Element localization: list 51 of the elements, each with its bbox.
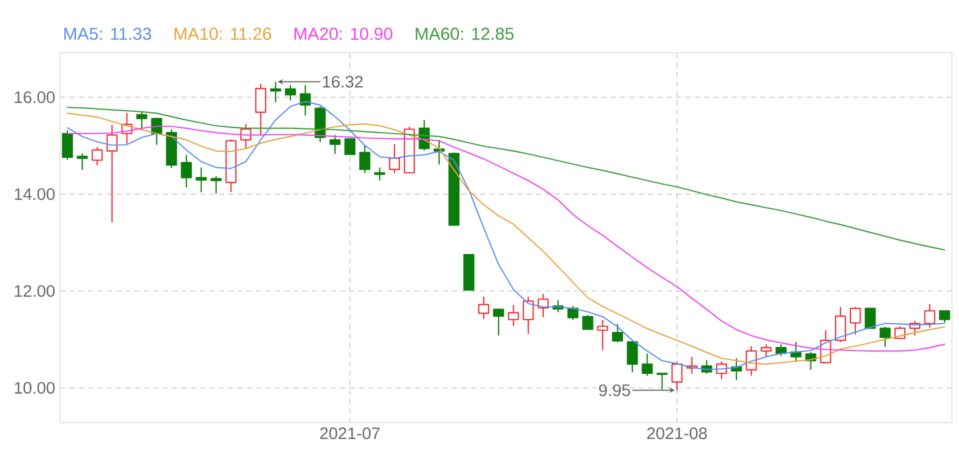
candlestick <box>582 314 594 330</box>
text: MA10: 11.26 <box>174 28 272 40</box>
candlestick <box>136 111 148 131</box>
candlestick <box>850 306 861 335</box>
text: MA60: 12.85 <box>416 28 514 40</box>
y-tick-label: 10.00 <box>14 382 55 394</box>
candlestick <box>344 138 356 155</box>
x-tick-label: 2021-08 <box>647 427 707 440</box>
candlestick <box>225 138 236 192</box>
candlestick <box>210 176 222 194</box>
candlestick <box>656 372 668 390</box>
candlestick <box>508 304 519 326</box>
candlestick <box>463 254 474 291</box>
candlestick <box>270 81 282 102</box>
candlestick <box>92 146 103 166</box>
y-tick-label: 16.00 <box>14 91 55 104</box>
y-tick-label: 14.00 <box>14 188 55 200</box>
candlestick <box>359 144 370 174</box>
candlestick <box>374 166 386 181</box>
candlestick <box>404 126 415 174</box>
candlestick <box>880 326 891 347</box>
candlestick <box>62 130 73 160</box>
candlestick <box>671 361 682 391</box>
candlestick <box>330 134 341 154</box>
text: MA20: 10.90 <box>294 28 392 40</box>
candlestick <box>612 323 624 342</box>
candlestick <box>522 296 534 334</box>
candlestick <box>760 344 772 357</box>
candlestick <box>255 83 266 136</box>
candlestick <box>196 166 207 192</box>
candlestick <box>389 144 400 174</box>
candlestick <box>776 344 787 356</box>
candlestick <box>597 319 608 350</box>
candlestick <box>493 308 504 336</box>
annotation: 9.95 <box>599 384 630 396</box>
candlestick <box>939 310 950 323</box>
text: MA5: 11.33 <box>64 28 152 40</box>
candlestick <box>924 303 936 328</box>
candlestick <box>478 296 490 320</box>
annotation: 16.32 <box>323 76 363 88</box>
candlestick <box>626 341 638 372</box>
candlestick <box>180 154 192 188</box>
candlestick <box>835 306 846 342</box>
candlestick <box>864 308 876 329</box>
x-tick-label: 2021-07 <box>320 427 380 440</box>
candlestick <box>642 352 653 376</box>
y-tick-label: 12.00 <box>14 285 55 297</box>
candlestick <box>166 128 178 168</box>
candlestick <box>448 152 460 226</box>
candlestick <box>284 84 296 101</box>
candlestick <box>76 152 88 170</box>
